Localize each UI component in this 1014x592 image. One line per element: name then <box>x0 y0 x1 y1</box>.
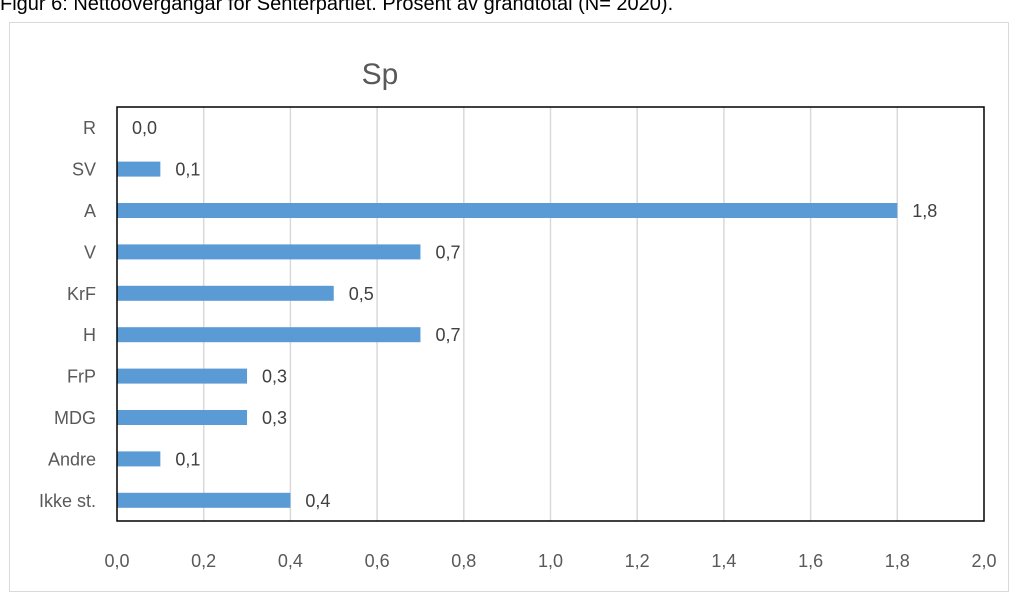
bar <box>117 451 161 467</box>
x-tick-labels: 0,0 0,2 0,4 0,6 0,8 1,0 1,2 1,4 1,6 1,8 2,0 <box>104 551 996 571</box>
data-label: 0,3 <box>262 367 287 387</box>
x-tick-label: 1,6 <box>798 551 823 571</box>
category-label: SV <box>72 160 96 180</box>
data-label: 0,1 <box>175 449 200 469</box>
data-label: 1,8 <box>912 201 937 221</box>
bar <box>117 203 898 218</box>
category-labels: R SV A V KrF H FrP MDG Andre Ikke st. <box>39 118 96 511</box>
x-tick-label: 1,2 <box>625 551 650 571</box>
category-label: Andre <box>48 449 96 469</box>
x-tick-label: 0,0 <box>104 551 129 571</box>
bar <box>117 368 248 384</box>
category-label: Ikke st. <box>39 491 96 511</box>
data-label: 0,0 <box>132 118 157 138</box>
data-label: 0,1 <box>175 160 200 180</box>
bar <box>117 285 334 301</box>
chart-title: Sp <box>362 58 399 91</box>
data-label: 0,7 <box>435 325 460 345</box>
bar <box>117 492 291 508</box>
x-tick-label: 0,6 <box>365 551 390 571</box>
category-label: FrP <box>67 367 96 387</box>
category-label: H <box>83 325 96 345</box>
data-label: 0,4 <box>305 491 330 511</box>
data-label: 0,3 <box>262 408 287 428</box>
plot-area-border <box>116 106 985 522</box>
data-label: 0,5 <box>349 284 374 304</box>
category-label: MDG <box>54 408 96 428</box>
x-tick-label: 1,8 <box>885 551 910 571</box>
bar <box>117 410 248 425</box>
x-tick-label: 0,8 <box>451 551 476 571</box>
category-label: KrF <box>67 284 96 304</box>
data-label: 0,7 <box>435 242 460 262</box>
x-tick-label: 0,4 <box>278 551 303 571</box>
category-label: A <box>84 201 96 221</box>
x-tick-label: 1,4 <box>711 551 736 571</box>
bars <box>117 161 898 508</box>
bar-chart: Sp 0,0 0,1 1,8 0,7 0,5 0,7 0,3 0,3 0,1 0,4 R SV A V K… <box>39 58 997 571</box>
gridlines <box>202 107 899 521</box>
x-tick-label: 1,0 <box>538 551 563 571</box>
x-tick-label: 0,2 <box>191 551 216 571</box>
bar <box>117 161 161 177</box>
value-labels: 0,0 0,1 1,8 0,7 0,5 0,7 0,3 0,3 0,1 0,4 <box>132 118 937 511</box>
category-label: R <box>83 118 96 138</box>
bar <box>117 327 421 343</box>
category-label: V <box>84 242 96 262</box>
x-tick-label: 2,0 <box>971 551 996 571</box>
figure-caption: Figur 6: Nettoovergangar for Senterparti… <box>0 0 674 15</box>
bar <box>117 244 421 260</box>
